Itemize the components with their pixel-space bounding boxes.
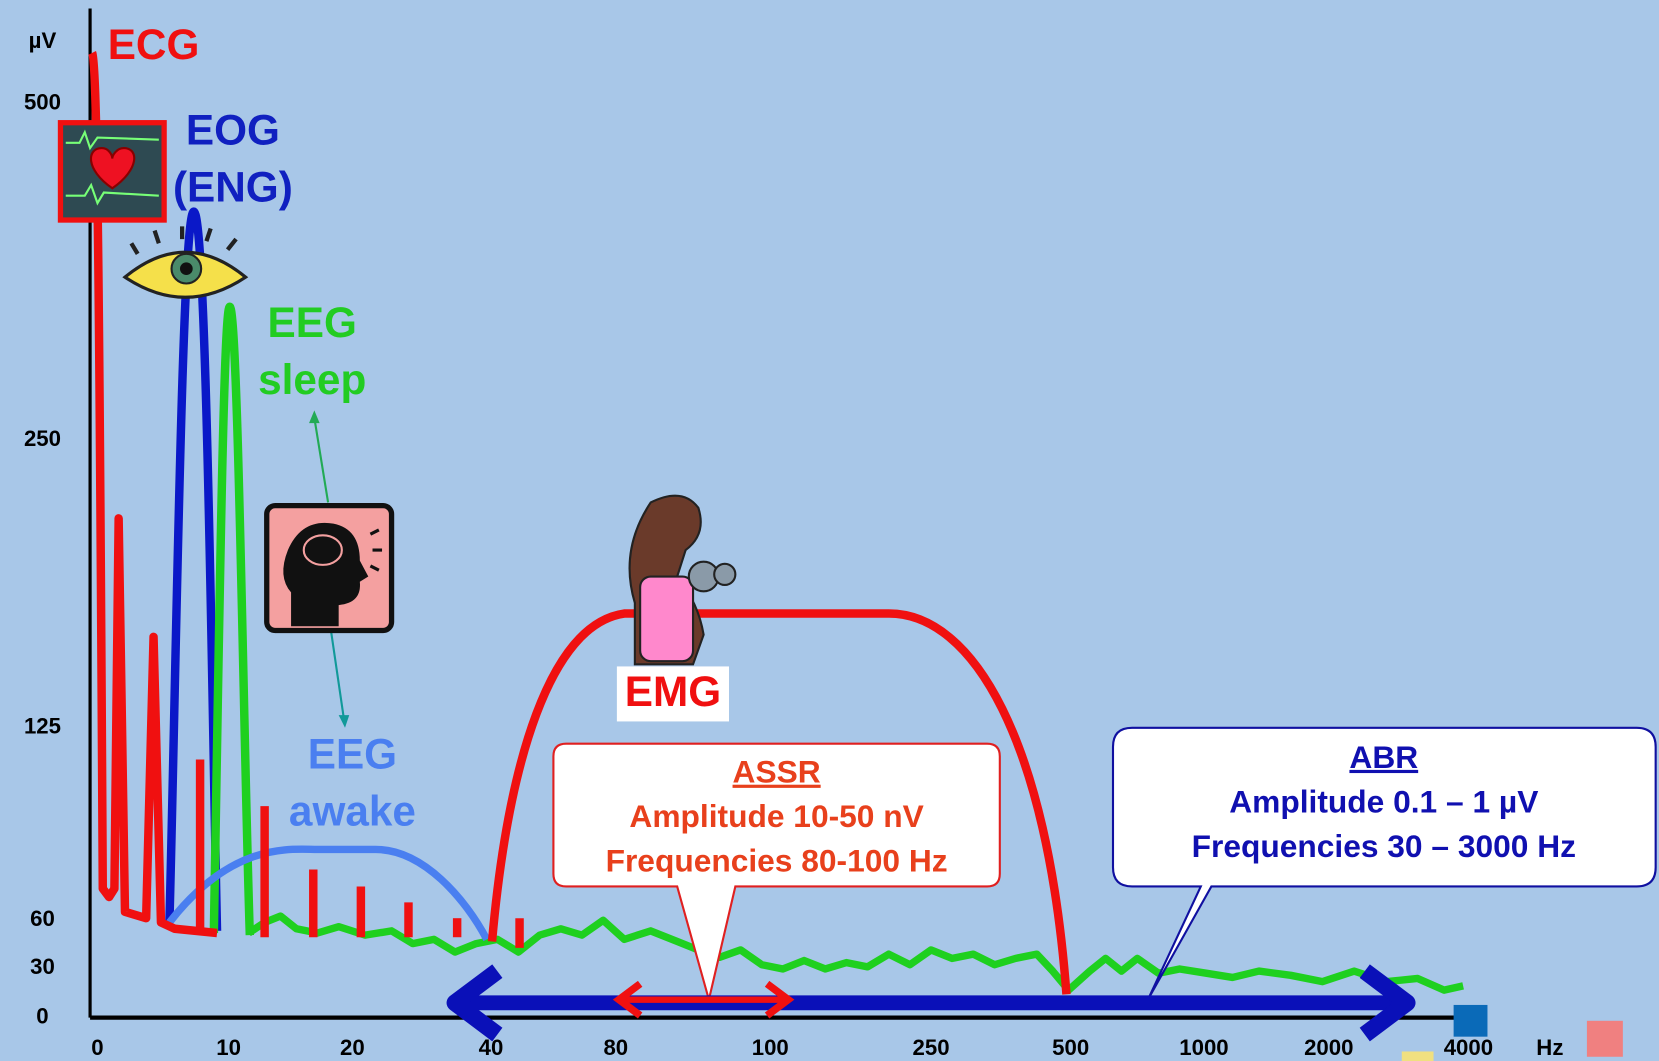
athlete-icon — [628, 494, 737, 666]
eye-icon — [122, 226, 249, 299]
assr-range-arrow — [612, 980, 795, 1019]
y-tick-label: 60 — [30, 906, 55, 931]
y-tick-label: 0 — [36, 1003, 48, 1028]
decor-square — [1453, 1004, 1488, 1037]
eeg-awake-label: EEG — [308, 731, 397, 778]
x-tick-label: 100 — [752, 1035, 789, 1060]
y-tick-label: 125 — [24, 714, 61, 739]
abr-line: Amplitude 0.1 – 1 µV — [1229, 783, 1538, 819]
x-unit: Hz — [1536, 1035, 1563, 1060]
x-tick-label: 0 — [91, 1035, 103, 1060]
assr-callout — [552, 742, 1001, 1000]
x-tick-label: 250 — [913, 1035, 950, 1060]
x-tick-label: 4000 — [1444, 1035, 1493, 1060]
abr-range-arrow — [446, 964, 1416, 1042]
eeg-noise — [246, 912, 1464, 994]
decor-square — [1586, 1020, 1623, 1057]
heart-monitor-icon — [57, 120, 167, 223]
assr-line: Amplitude 10-50 nV — [629, 798, 923, 834]
decor-square — [1401, 1051, 1434, 1061]
x-tick-label: 500 — [1052, 1035, 1089, 1060]
head-icon — [264, 502, 395, 634]
abr-callout — [1111, 726, 1657, 1001]
abr-line: Frequencies 30 – 3000 Hz — [1192, 828, 1576, 864]
pointer — [313, 417, 330, 503]
eog-curve — [165, 207, 222, 931]
x-tick-label: 10 — [216, 1035, 241, 1060]
ecg-harmonics — [195, 759, 524, 948]
y-tick-label: 500 — [24, 90, 61, 115]
ecg-curve — [88, 51, 218, 938]
pointer — [330, 632, 346, 720]
emg-label: EMG — [625, 668, 721, 715]
x-tick-label: 20 — [340, 1035, 365, 1060]
eog-label: EOG — [186, 106, 280, 153]
eeg-awake-curve — [166, 845, 491, 942]
ecg-label: ECG — [108, 21, 200, 68]
pointer-head — [338, 715, 350, 728]
abr-title: ABR — [1349, 739, 1418, 775]
x-tick-label: 1000 — [1179, 1035, 1228, 1060]
eog-label: (ENG) — [173, 164, 293, 211]
eeg-sleep-curve — [209, 302, 255, 936]
eeg-sleep-label: EEG — [268, 299, 357, 346]
assr-title: ASSR — [733, 754, 821, 790]
x-tick-label: 2000 — [1304, 1035, 1353, 1060]
y-tick-label: 250 — [24, 426, 61, 451]
assr-line: Frequencies 80-100 Hz — [606, 843, 948, 879]
y-tick-label: 30 — [30, 954, 55, 979]
eeg-awake-label: awake — [289, 788, 416, 835]
emg-curve — [487, 609, 1071, 995]
x-tick-label: 80 — [603, 1035, 628, 1060]
emg-label-bg — [616, 666, 730, 722]
pointer-head — [309, 410, 320, 424]
eeg-sleep-label: sleep — [258, 356, 366, 403]
y-unit: µV — [29, 28, 57, 53]
